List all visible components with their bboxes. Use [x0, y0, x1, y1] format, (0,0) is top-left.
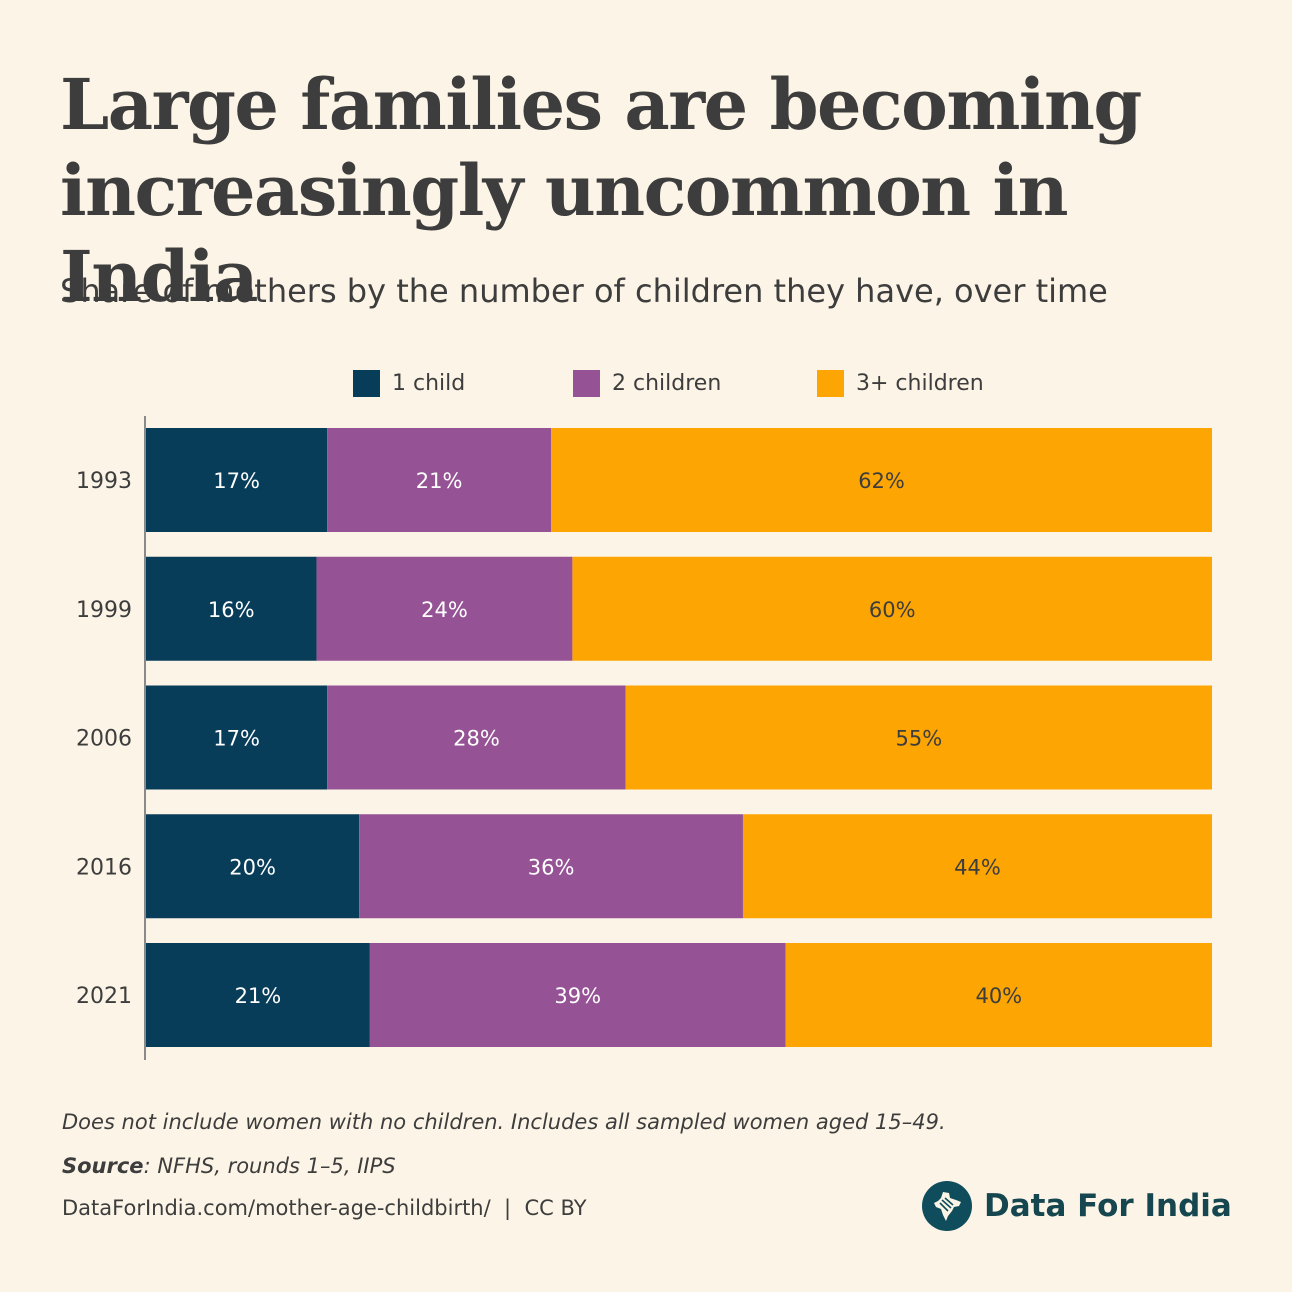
legend-item-3plus-children: 3+ children: [817, 370, 984, 397]
chart-subtitle: Share of mothers by the number of childr…: [60, 272, 1108, 310]
credit-link[interactable]: DataForIndia.com/mother-age-childbirth/ …: [62, 1196, 587, 1220]
data-label: 60%: [869, 598, 916, 622]
bar-segment: [551, 428, 1212, 532]
legend-swatch: [817, 370, 844, 397]
bar-segment: [625, 685, 1212, 790]
source-note: Source: NFHS, rounds 1–5, IIPS: [62, 1154, 396, 1178]
legend-label: 2 children: [612, 371, 722, 396]
chart-title: Large families are becoming increasingly…: [60, 63, 1142, 318]
footnote: Does not include women with no children.…: [62, 1110, 946, 1134]
legend-label: 1 child: [392, 371, 466, 396]
data-label: 28%: [453, 727, 500, 751]
brand-name: Data For India: [984, 1188, 1232, 1224]
data-label: 21%: [235, 984, 282, 1008]
y-tick-label: 2006: [76, 727, 132, 752]
brand: Data For India: [922, 1180, 1232, 1232]
india-map-icon: [922, 1181, 972, 1231]
bar-segment: [572, 556, 1212, 661]
data-label: 24%: [421, 598, 468, 622]
data-label: 20%: [229, 855, 276, 879]
legend-swatch: [573, 370, 600, 397]
bar-segment: [327, 685, 626, 790]
legend-label: 3+ children: [856, 371, 984, 396]
data-label: 55%: [896, 727, 943, 751]
legend-item-1-child: 1 child: [353, 370, 465, 397]
source-text: : NFHS, rounds 1–5, IIPS: [143, 1154, 396, 1178]
y-tick-label: 2021: [76, 984, 132, 1009]
bar-segment: [369, 943, 786, 1047]
y-tick-label: 1993: [76, 469, 132, 494]
bar-segment: [327, 428, 552, 532]
data-label: 16%: [208, 598, 255, 622]
bar-segment: [146, 685, 328, 790]
data-label: 44%: [954, 855, 1001, 879]
bar-segment: [146, 814, 360, 919]
legend-swatch: [353, 370, 380, 397]
bar-segment: [316, 556, 573, 661]
data-label: 17%: [213, 469, 260, 493]
data-label: 21%: [416, 469, 463, 493]
data-label: 40%: [975, 984, 1022, 1008]
y-tick-label: 2016: [76, 855, 132, 880]
source-label: Source: [62, 1154, 144, 1178]
data-label: 62%: [858, 469, 905, 493]
bar-segment: [146, 943, 370, 1047]
y-tick-label: 1999: [76, 598, 132, 623]
data-label: 39%: [554, 984, 601, 1008]
bar-segment: [146, 556, 317, 661]
bar-segment: [146, 428, 328, 532]
bar-segment: [359, 814, 743, 919]
data-label: 17%: [213, 727, 260, 751]
legend: 1 child 2 children 3+ children: [0, 370, 1292, 400]
legend-item-2-children: 2 children: [573, 370, 721, 397]
bar-segment: [785, 943, 1212, 1047]
data-label: 36%: [528, 855, 575, 879]
bar-segment: [742, 814, 1212, 919]
